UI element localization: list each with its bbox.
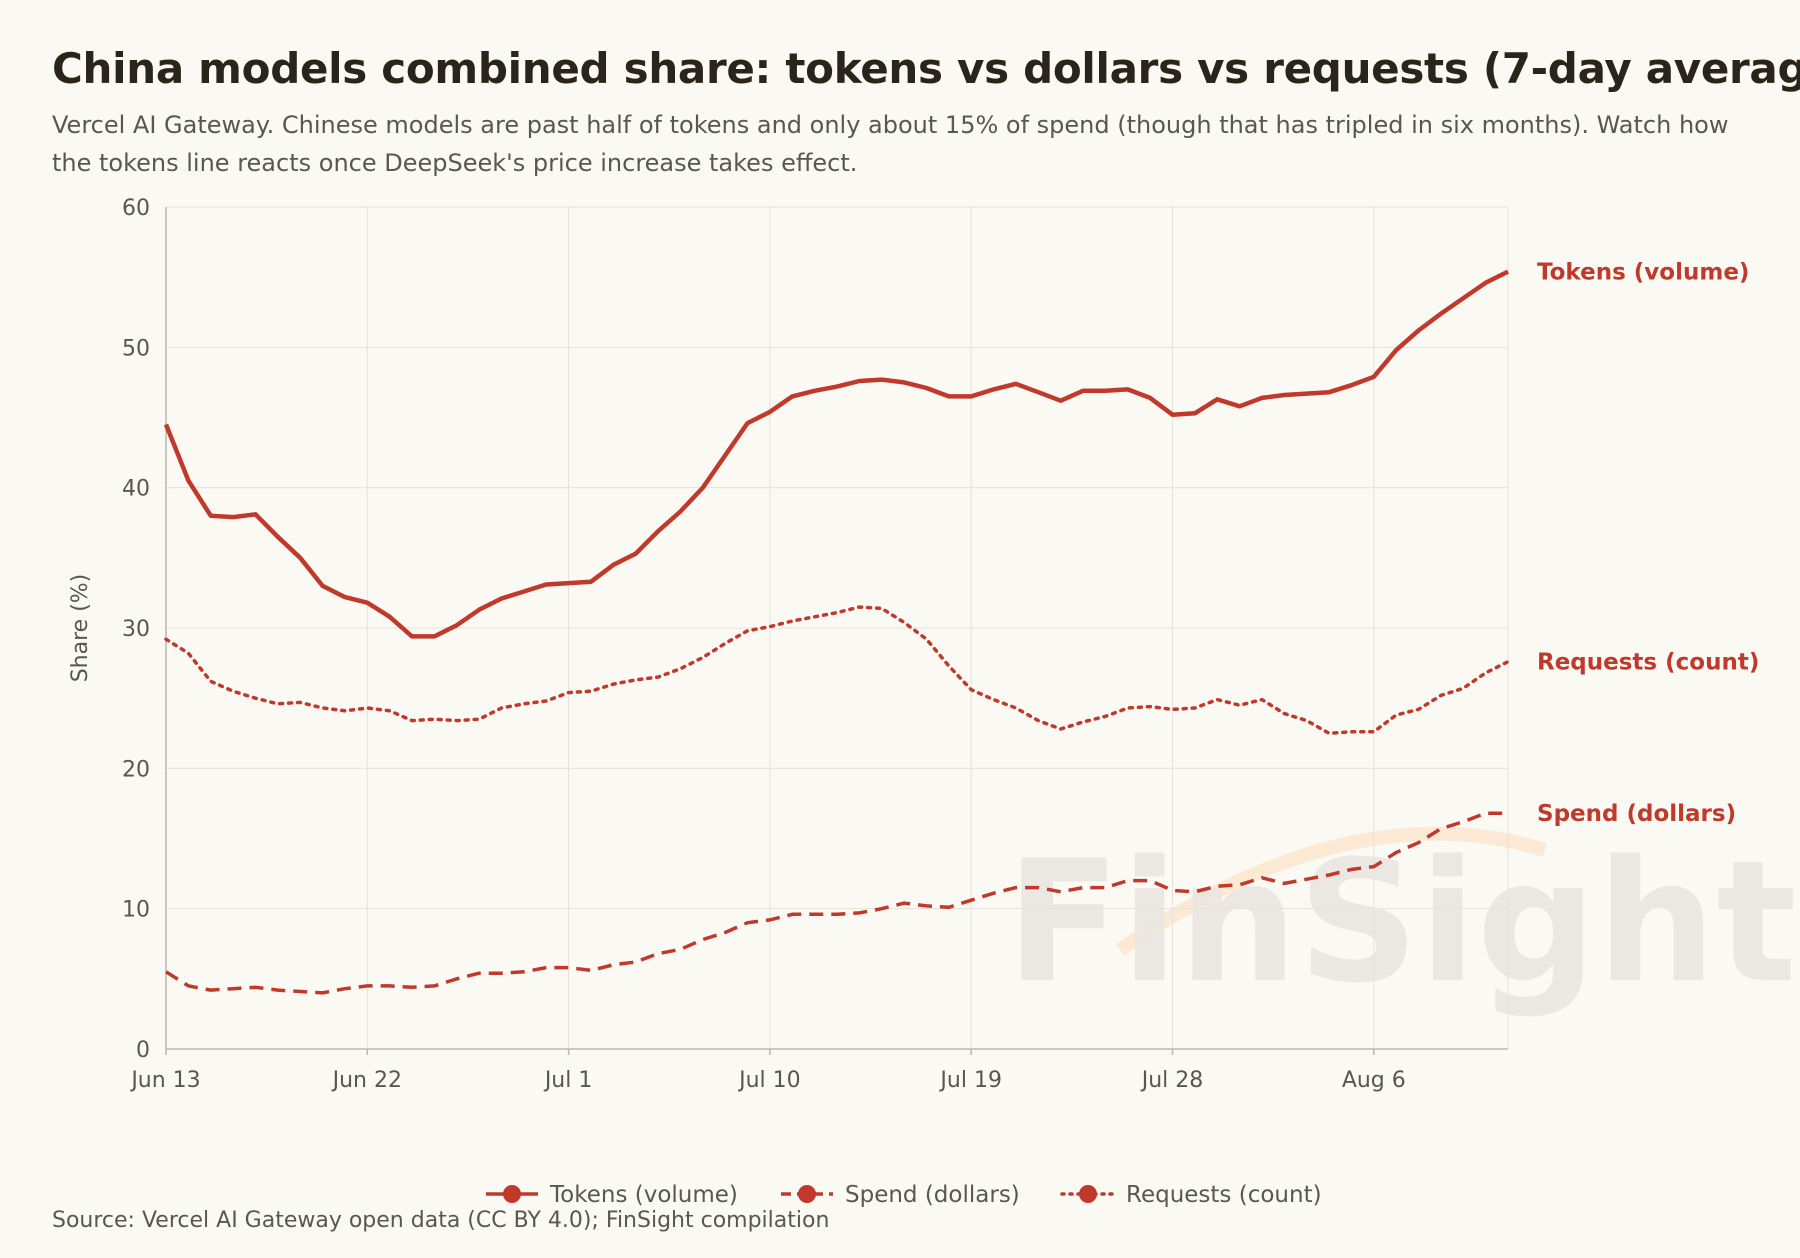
x-tick-label: Jul 10 (737, 1068, 801, 1093)
legend-item-tokens-volume[interactable]: Tokens (volume) (486, 1182, 738, 1208)
legend-item-spend-dollars[interactable]: Spend (dollars) (781, 1182, 1020, 1208)
legend-label: Requests (count) (1126, 1182, 1322, 1208)
y-axis-label: Share (%) (68, 574, 93, 683)
end-label-spend-dollars: Spend (dollars) (1537, 801, 1736, 827)
x-tick-label: Jul 1 (543, 1068, 593, 1093)
x-tick-label: Jun 22 (331, 1068, 402, 1093)
legend-item-requests-count[interactable]: Requests (count) (1060, 1182, 1322, 1208)
series-line-requests-count (164, 605, 1510, 736)
legend-marker (1079, 1185, 1097, 1203)
series-line-tokens-volume (163, 269, 1510, 639)
y-tick-label: 40 (122, 477, 150, 502)
x-tick-label: Jun 13 (129, 1068, 200, 1093)
end-label-tokens-volume: Tokens (volume) (1537, 260, 1749, 286)
y-tick-label: 30 (122, 617, 150, 642)
x-tick-label: Aug 6 (1342, 1068, 1406, 1093)
legend-label: Spend (dollars) (845, 1182, 1020, 1208)
chart-legend[interactable]: Tokens (volume) Spend (dollars) Requests (… (486, 1182, 1322, 1208)
chart-title: China models combined share: tokens vs d… (52, 44, 1800, 93)
source-note: Source: Vercel AI Gateway open data (CC … (52, 1208, 830, 1233)
chart-series (163, 269, 1510, 995)
y-tick-label: 0 (136, 1038, 150, 1063)
chart-axes: 0 10 20 30 40 50 60 Jun 13 Jun 22 Jul 1 Jul 10 Jul … (68, 196, 1508, 1093)
legend-marker (798, 1185, 816, 1203)
x-tick-label: Jul 19 (938, 1068, 1002, 1093)
watermark-swoosh (1116, 826, 1548, 956)
series-line-spend-dollars (165, 811, 1508, 995)
end-label-requests-count: Requests (count) (1537, 650, 1759, 676)
y-tick-label: 50 (122, 336, 150, 361)
y-tick-label: 60 (122, 196, 150, 221)
x-tick-label: Jul 28 (1140, 1068, 1204, 1093)
legend-label: Tokens (volume) (549, 1182, 738, 1208)
finsight-watermark: FinSight (1006, 824, 1797, 1020)
watermark-text: FinSight (1006, 824, 1797, 1020)
chart-subtitle: Vercel AI Gateway. Chinese models are pa… (52, 111, 1729, 177)
legend-marker (503, 1185, 521, 1203)
y-tick-label: 10 (122, 898, 150, 923)
y-tick-label: 20 (122, 757, 150, 782)
series-end-labels: Tokens (volume) Spend (dollars) Requests (… (1537, 260, 1759, 828)
